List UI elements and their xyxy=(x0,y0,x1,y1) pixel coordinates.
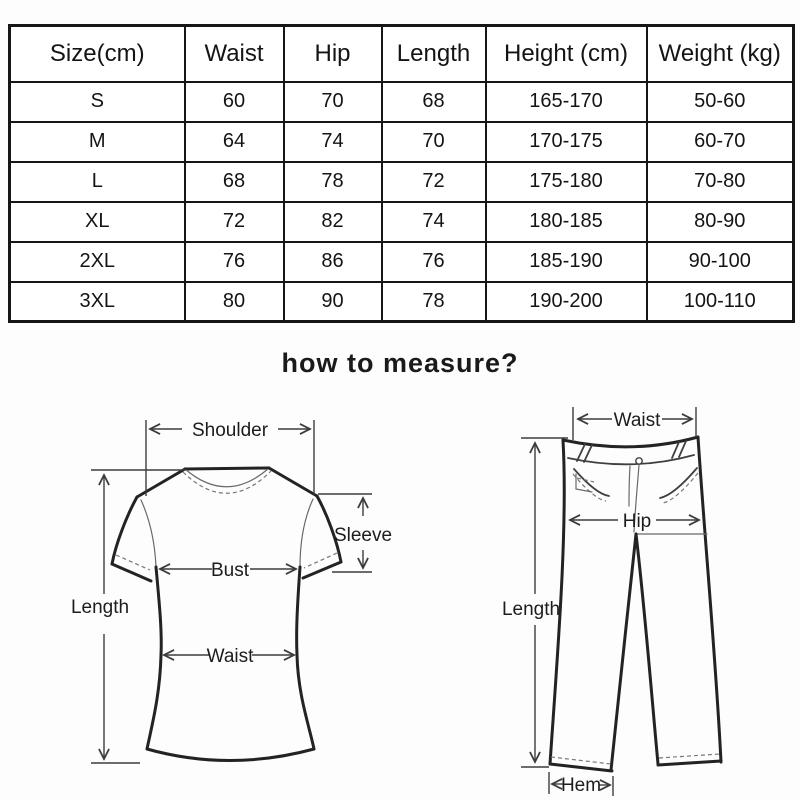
table-cell: 82 xyxy=(282,200,383,243)
pants-measure-diagram: Waist Hip Length Hem xyxy=(502,407,723,796)
table-cell: 60 xyxy=(183,80,285,123)
shirt-shoulder-label: Shoulder xyxy=(192,420,269,441)
col-header-hip: Hip xyxy=(282,24,383,83)
table-cell: 70 xyxy=(282,80,383,123)
how-to-measure-title: how to measure? xyxy=(281,348,519,378)
table-cell: 70-80 xyxy=(645,160,795,203)
table-cell: 74 xyxy=(380,200,487,243)
table-cell: 165-170 xyxy=(484,80,648,123)
table-cell: 76 xyxy=(380,240,487,283)
shirt-length-measure: Length xyxy=(71,469,185,764)
table-cell: 70 xyxy=(380,120,487,163)
hem-label: Hem xyxy=(561,775,601,796)
shirt-length-label: Length xyxy=(71,597,129,618)
table-cell: 170-175 xyxy=(484,120,648,163)
shoulder-measure: Shoulder xyxy=(145,420,315,496)
table-row: S 60 70 68 165-170 50-60 xyxy=(8,80,795,123)
table-cell: 80-90 xyxy=(645,200,795,243)
table-row: M 64 74 70 170-175 60-70 xyxy=(8,120,795,163)
hem-measure: Hem xyxy=(548,772,614,796)
hip-measure: Hip xyxy=(570,511,699,532)
table-cell: 190-200 xyxy=(484,280,648,323)
table-cell: 64 xyxy=(183,120,285,163)
bust-measure: Bust xyxy=(160,560,296,581)
table-cell: 74 xyxy=(282,120,383,163)
table-cell: 78 xyxy=(380,280,487,323)
table-row: L 68 78 72 175-180 70-80 xyxy=(8,160,795,203)
pants-outline xyxy=(548,435,723,773)
col-header-length: Length xyxy=(380,24,487,83)
table-cell: 76 xyxy=(183,240,285,283)
table-cell: 90 xyxy=(282,280,383,323)
bust-label: Bust xyxy=(211,560,250,581)
table-cell: XL xyxy=(8,200,186,243)
table-cell: 72 xyxy=(380,160,487,203)
pants-length-label: Length xyxy=(502,599,560,620)
table-cell: S xyxy=(8,80,186,123)
size-table: Size(cm) Waist Hip Length Height (cm) We… xyxy=(8,24,795,323)
table-cell: 80 xyxy=(183,280,285,323)
table-cell: 175-180 xyxy=(484,160,648,203)
table-row: 2XL 76 86 76 185-190 90-100 xyxy=(8,240,795,283)
table-cell: 180-185 xyxy=(484,200,648,243)
table-cell: 50-60 xyxy=(645,80,795,123)
table-cell: 100-110 xyxy=(645,280,795,323)
col-header-waist: Waist xyxy=(183,24,285,83)
col-header-size: Size(cm) xyxy=(8,24,186,83)
table-row: 3XL 80 90 78 190-200 100-110 xyxy=(8,280,795,323)
table-cell: 60-70 xyxy=(645,120,795,163)
pants-length-measure: Length xyxy=(502,437,568,768)
col-header-weight: Weight (kg) xyxy=(645,24,795,83)
sleeve-measure: Sleeve xyxy=(318,493,392,573)
table-cell: 78 xyxy=(282,160,383,203)
table-cell: 2XL xyxy=(8,240,186,283)
pants-waist-label: Waist xyxy=(614,410,662,431)
table-cell: 68 xyxy=(183,160,285,203)
table-header-row: Size(cm) Waist Hip Length Height (cm) We… xyxy=(8,24,795,83)
shirt-waist-label: Waist xyxy=(207,646,255,667)
col-header-height: Height (cm) xyxy=(484,24,648,83)
pants-waist-measure: Waist xyxy=(572,407,697,440)
table-cell: 68 xyxy=(380,80,487,123)
sleeve-label: Sleeve xyxy=(334,525,392,546)
table-cell: 72 xyxy=(183,200,285,243)
table-row: XL 72 82 74 180-185 80-90 xyxy=(8,200,795,243)
table-cell: 86 xyxy=(282,240,383,283)
hip-label: Hip xyxy=(623,511,652,532)
shirt-waist-measure: Waist xyxy=(164,646,294,667)
table-cell: M xyxy=(8,120,186,163)
table-cell: L xyxy=(8,160,186,203)
table-cell: 185-190 xyxy=(484,240,648,283)
tshirt-measure-diagram: Shoulder Length Bust Waist S xyxy=(71,420,392,764)
table-cell: 3XL xyxy=(8,280,186,323)
table-cell: 90-100 xyxy=(645,240,795,283)
tshirt-outline xyxy=(110,466,343,762)
